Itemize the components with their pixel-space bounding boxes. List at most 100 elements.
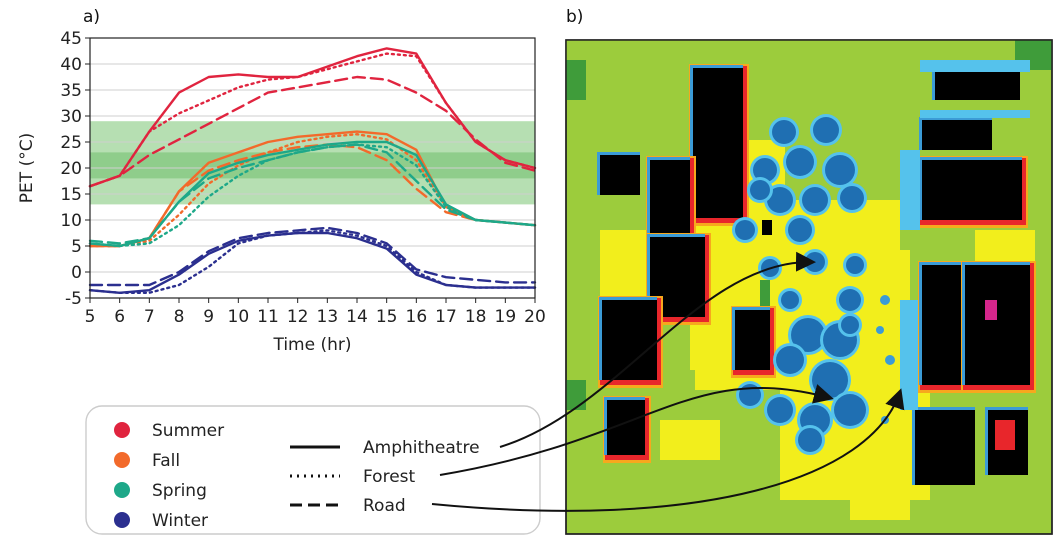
- tree-canopy: [813, 117, 839, 143]
- arrow-road: [431, 388, 905, 512]
- x-tick-label: 13: [317, 307, 339, 327]
- building: [735, 310, 770, 370]
- mild-zone: [566, 40, 1052, 60]
- tree-canopy: [802, 187, 828, 213]
- building: [922, 120, 992, 150]
- tree-canopy: [772, 120, 796, 144]
- tree-canopy: [841, 316, 859, 334]
- panel-b-label: b): [566, 7, 583, 27]
- tree-canopy: [753, 158, 777, 182]
- x-tick-label: 19: [495, 307, 517, 327]
- building: [650, 160, 690, 240]
- legend-seasons: Summer Fall Spring Winter: [114, 421, 224, 531]
- cool-light: [900, 300, 918, 410]
- tree-canopy: [791, 318, 825, 352]
- legend-site-label: Forest: [363, 467, 416, 487]
- tree-canopy: [798, 428, 822, 452]
- x-tick-label: 14: [346, 307, 368, 327]
- legend-marker: [114, 512, 130, 528]
- tree-canopy: [786, 148, 814, 176]
- map-features: [566, 40, 1052, 520]
- series-lines: [88, 47, 537, 294]
- tree-canopy: [885, 355, 895, 365]
- series-summer-road: [88, 75, 537, 188]
- vegetation-patch: [566, 60, 586, 100]
- tree-canopy: [825, 155, 855, 185]
- series-winter-road: [88, 226, 537, 287]
- warm-zone: [660, 420, 720, 460]
- tree-canopy: [781, 291, 799, 309]
- building: [602, 300, 657, 380]
- tree-canopy: [846, 256, 864, 274]
- y-tick-label: 30: [60, 107, 82, 127]
- tree-canopy: [834, 394, 866, 426]
- x-tick-label: 20: [524, 307, 546, 327]
- tree-canopy: [876, 326, 884, 334]
- x-tick-label: 15: [376, 307, 398, 327]
- gridlines: [90, 37, 535, 299]
- cool-light: [920, 60, 1030, 72]
- y-tick-label: 25: [60, 133, 82, 153]
- y-axis-label: PET (°C): [17, 133, 37, 203]
- legend-season-label: Fall: [152, 451, 180, 471]
- x-ticks: 5 6 7 8 9 10 11 12 13 14 15 16 17 18 19 20: [85, 298, 546, 327]
- legend-season-label: Winter: [152, 511, 208, 531]
- x-tick-label: 18: [465, 307, 487, 327]
- very-hot-spot: [995, 420, 1015, 450]
- x-tick-label: 17: [435, 307, 457, 327]
- pet-map: [565, 39, 1053, 535]
- extreme-spot: [985, 300, 997, 320]
- cool-light: [900, 150, 920, 230]
- legend: Summer Fall Spring Winter Amphitheatre Fores…: [85, 405, 541, 535]
- x-tick-label: 11: [257, 307, 279, 327]
- y-tick-label: 10: [60, 211, 82, 231]
- x-axis-label: Time (hr): [272, 335, 351, 355]
- tree-canopy: [840, 186, 864, 210]
- building: [965, 265, 1030, 385]
- connector-arrows: [431, 251, 905, 512]
- building: [600, 155, 640, 195]
- x-tick-label: 7: [144, 307, 155, 327]
- arrow-amphitheatre: [499, 251, 816, 448]
- legend-site-label: Road: [363, 496, 406, 516]
- building: [693, 68, 743, 218]
- series-summer-forest: [88, 52, 537, 188]
- map-frame: [565, 39, 1053, 535]
- legend-marker: [114, 482, 130, 498]
- legend-site-label: Amphitheatre: [363, 438, 480, 458]
- y-tick-label: 0: [71, 263, 82, 283]
- y-tick-label: -5: [65, 289, 82, 309]
- series-winter-amphitheatre: [88, 231, 537, 294]
- x-tick-label: 5: [85, 307, 96, 327]
- series-fall-road: [88, 143, 537, 248]
- tree-canopy: [750, 180, 770, 200]
- comfort-band: [90, 152, 535, 179]
- x-tick-label: 9: [203, 307, 214, 327]
- tree-canopy: [767, 397, 793, 423]
- building: [935, 70, 1020, 100]
- series-winter-forest: [88, 229, 537, 294]
- x-tick-label: 12: [287, 307, 309, 327]
- legend-marker: [114, 452, 130, 468]
- x-tick-label: 16: [406, 307, 428, 327]
- y-tick-label: 45: [60, 29, 82, 49]
- legend-season-label: Spring: [152, 481, 207, 501]
- x-tick-label: 10: [228, 307, 250, 327]
- y-tick-label: 35: [60, 81, 82, 101]
- building: [762, 220, 772, 235]
- y-tick-label: 40: [60, 55, 82, 75]
- panel-a-label: a): [83, 7, 100, 27]
- tree-canopy: [880, 295, 890, 305]
- tree-canopy: [788, 218, 812, 242]
- tree-canopy: [776, 346, 804, 374]
- series-spring-road: [88, 143, 537, 245]
- tree-canopy: [839, 289, 861, 311]
- building: [922, 265, 967, 385]
- y-tick-label: 5: [71, 237, 82, 257]
- x-tick-label: 8: [174, 307, 185, 327]
- legend-season-label: Summer: [152, 421, 224, 441]
- legend-box: [85, 405, 541, 535]
- legend-marker: [114, 422, 130, 438]
